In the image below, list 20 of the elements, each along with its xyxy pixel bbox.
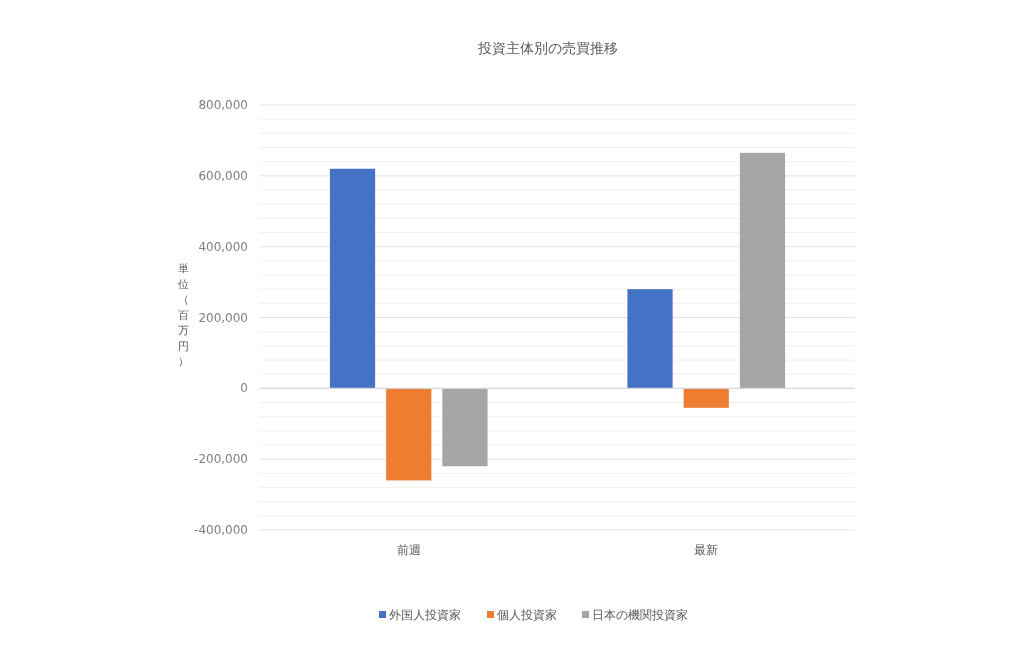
y-tick-label: 600,000 [198,168,248,183]
y-tick-label: -200,000 [194,452,248,467]
y-axis-title: 単位（百万円） [177,262,189,368]
x-tick-label: 最新 [694,543,719,557]
legend-label: 日本の機関投資家 [592,608,688,622]
bar [386,388,432,481]
legend-label: 個人投資家 [497,608,557,622]
y-tick-label: 200,000 [198,310,248,325]
bar [627,289,673,389]
legend-label: 外国人投資家 [389,608,461,622]
y-tick-label: -400,000 [194,523,248,537]
y-tick-label: 0 [240,381,248,396]
chart-title: 投資主体別の売買推移 [476,40,618,56]
y-tick-label: 400,000 [198,239,248,254]
x-tick-label: 前週 [396,543,421,557]
bar [683,388,729,408]
bar [739,152,786,389]
bar [442,388,488,467]
bar [329,168,376,389]
y-tick-label: 800,000 [198,98,248,112]
